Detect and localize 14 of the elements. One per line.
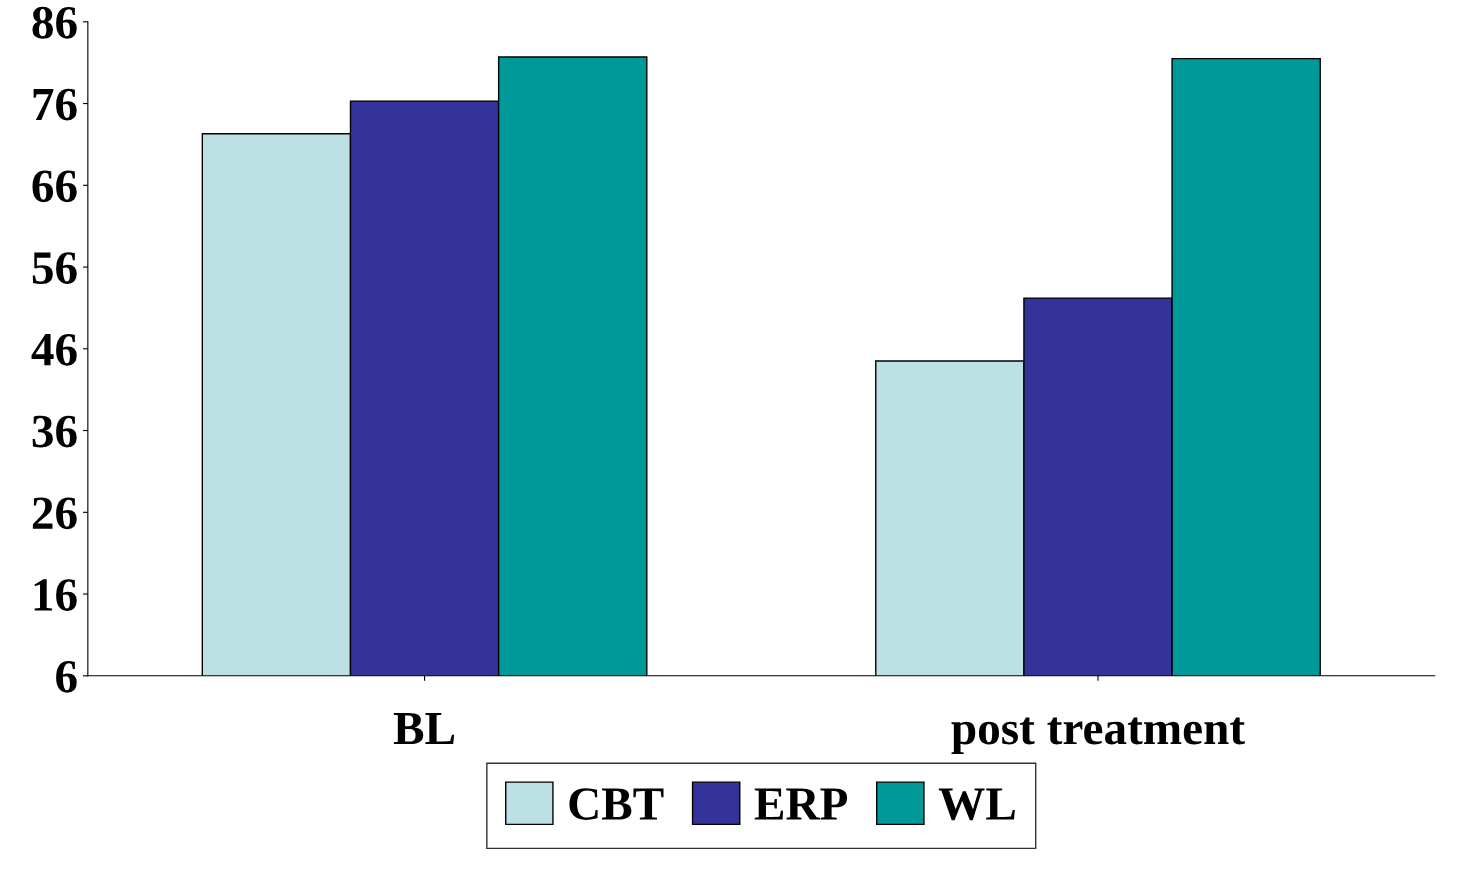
y-tick-label: 56 bbox=[32, 252, 77, 284]
legend-label: WL bbox=[938, 788, 1015, 821]
x-tick-label: post treatment bbox=[951, 717, 1245, 755]
legend-label: CBT bbox=[569, 788, 664, 820]
x-tick-label: BL bbox=[393, 713, 455, 745]
y-tick-label: 16 bbox=[34, 579, 77, 611]
y-tick-label: 6 bbox=[56, 660, 77, 693]
y-tick-label: 26 bbox=[32, 497, 77, 530]
legend-label: ERP bbox=[754, 788, 848, 820]
y-tick-label: 76 bbox=[33, 88, 77, 121]
y-tick-label: 46 bbox=[31, 333, 77, 366]
y-tick-label: 86 bbox=[32, 6, 77, 39]
y-tick-label: 66 bbox=[32, 170, 77, 203]
y-tick-label: 36 bbox=[32, 415, 77, 448]
